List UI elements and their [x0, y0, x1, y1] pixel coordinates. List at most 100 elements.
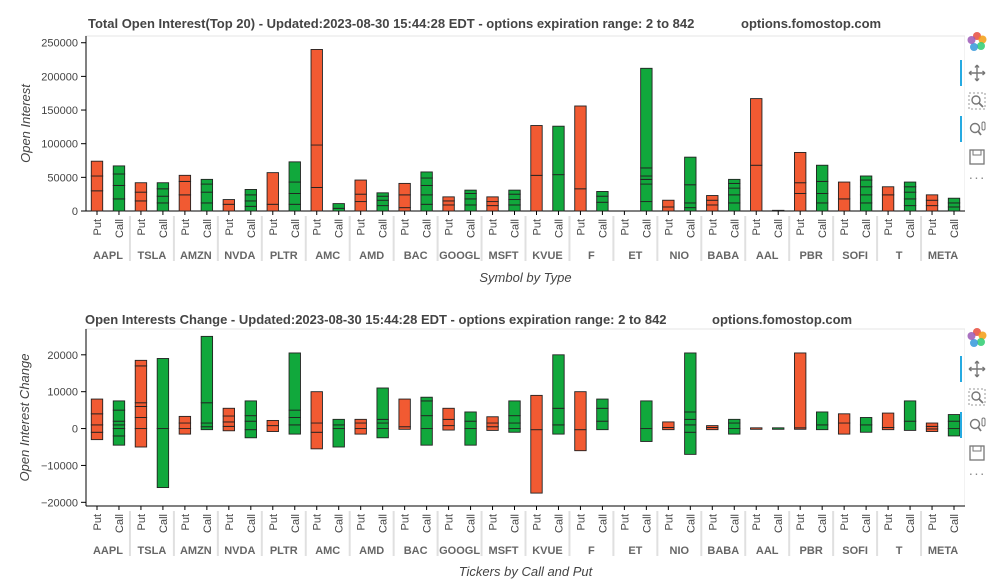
- category-label: KVUE: [532, 250, 563, 262]
- bar-amzn-put: [178, 415, 192, 424]
- bar-aapl-call: [112, 400, 126, 411]
- bar-amd-call: [376, 428, 389, 439]
- bar-pltr-call: [288, 193, 301, 205]
- x-axis-label: Tickers by Call and Put: [459, 564, 594, 579]
- bar-aapl-call: [112, 428, 126, 437]
- category-label: AAL: [756, 545, 779, 557]
- save-icon[interactable]: [966, 442, 988, 464]
- bar-bac-call: [420, 203, 433, 212]
- bar-pltr-call: [288, 417, 301, 426]
- y-tick-label: 50000: [47, 172, 78, 184]
- bar-pbr-call: [815, 164, 829, 182]
- bar-nvda-call: [244, 194, 257, 202]
- y-axis-label: Open Interest: [18, 83, 33, 163]
- subcategory-label: Put: [268, 514, 280, 531]
- bar-googl-call: [464, 189, 477, 194]
- wheel-zoom-icon[interactable]: [960, 412, 988, 438]
- subcategory-label: Call: [466, 514, 478, 533]
- pan-icon[interactable]: [960, 60, 988, 86]
- subcategory-label: Put: [839, 219, 851, 236]
- bar-pltr-call: [288, 424, 301, 435]
- more-tools-icon[interactable]: ···: [968, 169, 986, 185]
- bar-baba-call: [728, 187, 741, 196]
- bar-pbr-call: [815, 193, 829, 204]
- bar-bac-call: [420, 171, 433, 179]
- bar-et-call: [640, 67, 653, 169]
- bar-googl-put: [442, 196, 455, 202]
- subcategory-label: Call: [641, 514, 653, 533]
- bar-nio-put: [662, 206, 675, 212]
- category-label: BABA: [707, 250, 739, 262]
- wheel-zoom-icon[interactable]: [960, 116, 988, 142]
- subcategory-label: Call: [729, 219, 741, 238]
- bar-amzn-put: [178, 180, 192, 196]
- category-label: F: [588, 545, 595, 557]
- category-label: META: [928, 545, 958, 557]
- box-zoom-icon[interactable]: [966, 90, 988, 112]
- subcategory-label: Call: [246, 219, 258, 238]
- bar-tsla-put: [134, 402, 148, 407]
- box-zoom-icon[interactable]: [966, 386, 988, 408]
- y-axis-label: Open Interest Change: [17, 354, 32, 482]
- bar-amd-put: [354, 418, 367, 424]
- category-label: AAPL: [93, 250, 123, 262]
- subcategory-label: Call: [905, 219, 917, 238]
- bar-et-call: [640, 428, 653, 442]
- bokeh-logo-icon[interactable]: [967, 32, 987, 52]
- category-label: BAC: [404, 545, 428, 557]
- bar-sofi-put: [837, 413, 851, 424]
- bar-nio-put: [662, 421, 675, 428]
- subcategory-label: Put: [883, 514, 895, 531]
- subcategory-label: Call: [246, 514, 258, 533]
- x-axis-label: Symbol by Type: [479, 270, 571, 285]
- subcategory-label: Put: [488, 219, 500, 236]
- bar-t-put: [881, 194, 895, 212]
- bar-aapl-put: [90, 190, 104, 212]
- bar-meta-call: [947, 414, 961, 422]
- more-tools-icon[interactable]: ···: [968, 465, 986, 481]
- bar-pbr-put: [794, 193, 807, 212]
- bar-bac-call: [420, 184, 433, 196]
- pan-icon[interactable]: [960, 356, 988, 382]
- subcategory-label: Call: [817, 514, 829, 533]
- plot-frame: [85, 328, 965, 507]
- bar-aapl-call: [112, 184, 126, 200]
- bar-f-call: [596, 420, 609, 431]
- bar-aapl-put: [90, 398, 104, 415]
- category-label: KVUE: [532, 545, 563, 557]
- category-label: BAC: [404, 250, 428, 262]
- bar-amzn-call: [200, 402, 214, 424]
- subcategory-label: Call: [422, 219, 434, 238]
- bar-amd-call: [376, 205, 389, 212]
- bokeh-logo-icon[interactable]: [967, 328, 987, 348]
- open-interest-change-chart: Open Interests Change - Updated:2023-08-…: [17, 312, 965, 579]
- subcategory-label: Put: [751, 514, 763, 531]
- bar-amc-put: [310, 186, 323, 212]
- category-label: PLTR: [270, 250, 298, 262]
- bar-amzn-put: [178, 422, 192, 430]
- bar-tsla-put: [134, 428, 148, 448]
- bar-bac-put: [398, 207, 411, 212]
- category-label: T: [896, 545, 903, 557]
- category-label: TSLA: [138, 545, 167, 557]
- save-icon[interactable]: [966, 146, 988, 168]
- subcategory-label: Call: [861, 219, 873, 238]
- bar-t-call: [903, 181, 917, 188]
- subcategory-label: Put: [619, 219, 631, 236]
- bar-msft-call: [508, 199, 521, 206]
- subcategory-label: Put: [751, 219, 763, 236]
- subcategory-label: Put: [356, 514, 368, 531]
- bar-bac-call: [420, 194, 433, 205]
- bar-amd-call: [376, 195, 389, 201]
- bar-amd-put: [354, 422, 367, 430]
- bar-googl-put: [442, 200, 455, 206]
- bar-msft-put: [486, 205, 499, 212]
- subcategory-label: Put: [795, 514, 807, 531]
- bar-f-put: [574, 429, 587, 452]
- bar-et-call: [640, 175, 653, 180]
- category-label: NIO: [670, 545, 690, 557]
- subcategory-label: Put: [224, 219, 236, 236]
- y-tick-label: 250000: [41, 38, 78, 50]
- subcategory-label: Put: [663, 219, 675, 236]
- bar-pbr-put: [794, 182, 807, 194]
